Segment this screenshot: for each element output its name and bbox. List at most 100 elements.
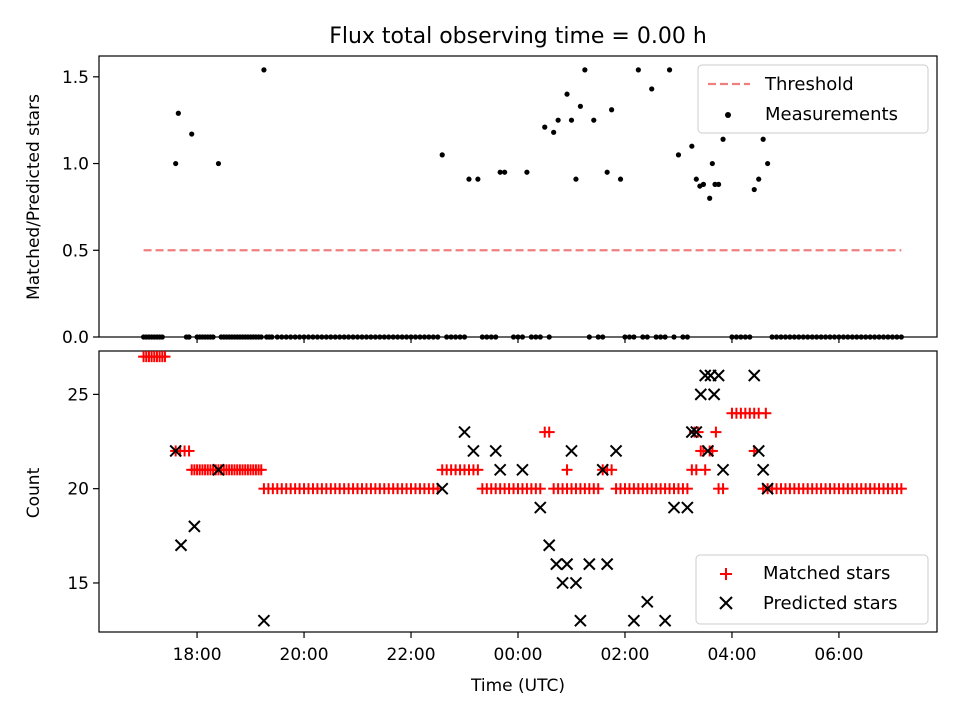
measurement-point <box>863 334 869 340</box>
predicted-stars-legend-swatch <box>719 596 733 610</box>
measurement-point <box>386 334 392 340</box>
measurement-point <box>363 334 370 340</box>
matched-star-point <box>717 483 729 495</box>
measurement-point <box>283 334 289 340</box>
predicted-star-point <box>436 482 449 495</box>
measurement-point <box>796 334 802 340</box>
predicted-star-point <box>752 444 765 458</box>
measurement-point <box>288 334 294 340</box>
predicted-star-point <box>583 557 596 571</box>
top-y-tick-label: 0.5 <box>62 241 89 261</box>
measurement-point <box>528 334 534 340</box>
threshold-legend-label: Threshold <box>764 74 854 95</box>
predicted-star-point <box>685 425 699 439</box>
measurement-point <box>756 176 762 182</box>
measurement-point <box>885 334 891 340</box>
matched-star-point <box>692 426 704 438</box>
measurement-point <box>582 67 588 73</box>
measurement-point <box>412 334 419 340</box>
predicted-star-point <box>658 614 672 627</box>
measurement-point <box>707 195 713 201</box>
measurement-point <box>395 334 401 340</box>
matched-star-point <box>710 426 722 438</box>
measurement-point <box>765 160 771 167</box>
measurement-point <box>314 334 321 340</box>
measurement-point <box>533 334 539 340</box>
bottom-x-tick-label: 22:00 <box>387 645 436 665</box>
measurement-point <box>439 152 445 158</box>
measurement-point <box>368 334 374 340</box>
predicted-star-point <box>169 444 182 458</box>
x-axis-label: Time (UTC) <box>470 676 565 696</box>
predicted-stars-points <box>169 369 774 627</box>
measurement-point <box>805 334 811 340</box>
measurement-point <box>622 334 628 340</box>
measurement-point <box>305 334 312 340</box>
measurement-point <box>898 334 904 340</box>
measurement-point <box>738 334 744 340</box>
predicted-star-point <box>212 463 225 477</box>
bottom-y-tick-label: 20 <box>67 480 89 500</box>
bottom-x-axis: 18:00 20:00 22:00 00:00 02:00 04:00 06:00 <box>173 632 863 665</box>
measurement-point <box>488 334 494 340</box>
top-chart-title: Flux total observing time = 0.00 h <box>329 24 707 49</box>
measurement-point <box>346 334 352 340</box>
bottom-x-tick-label: 18:00 <box>173 645 222 665</box>
measurement-point <box>617 176 624 182</box>
measurement-point <box>604 169 610 175</box>
top-y-axis-label: Matched/Predicted stars <box>24 94 44 300</box>
measurement-point <box>782 334 789 340</box>
measurement-point <box>390 334 396 340</box>
measurement-point <box>319 334 325 340</box>
bottom-y-tick-label: 15 <box>67 574 89 594</box>
measurement-point <box>729 334 735 340</box>
measurement-point <box>403 334 410 340</box>
measurement-point <box>577 103 584 109</box>
measurement-point <box>261 67 267 73</box>
matched-star-point <box>183 445 195 457</box>
bottom-x-tick-label: 04:00 <box>707 645 756 665</box>
predicted-star-point <box>641 595 654 609</box>
measurement-point <box>426 334 432 340</box>
measurement-point <box>159 334 165 340</box>
predicted-star-point <box>556 576 569 590</box>
predicted-star-point <box>681 501 694 514</box>
measurement-point <box>381 334 387 340</box>
measurement-point <box>849 334 855 340</box>
measurement-point <box>773 334 780 340</box>
measurement-point <box>430 334 436 340</box>
measurement-point <box>189 131 195 137</box>
measurement-point <box>332 334 338 340</box>
measurement-point <box>586 334 592 340</box>
predicted-star-point <box>627 614 641 627</box>
measurement-point <box>354 334 361 340</box>
measurement-point <box>323 334 329 340</box>
predicted-star-point <box>542 539 556 552</box>
measurement-point <box>822 334 829 340</box>
measurement-point <box>296 334 303 340</box>
matched-stars-points <box>138 351 907 495</box>
measurement-point <box>894 334 900 340</box>
predicted-star-point <box>550 557 563 571</box>
measurement-point <box>700 181 707 187</box>
matched-star-point <box>606 464 618 476</box>
measurement-point <box>408 334 414 340</box>
matched-star-point <box>159 351 171 363</box>
top-y-tick-label: 0.0 <box>62 328 89 348</box>
top-plot-area: 0.0 0.5 1.0 1.5 <box>62 55 938 348</box>
measurement-point <box>709 160 715 167</box>
measurement-point <box>693 176 699 182</box>
measurement-point <box>876 334 882 340</box>
measurement-point <box>461 334 468 340</box>
measurement-point <box>840 334 846 340</box>
measurement-point <box>831 334 838 340</box>
measurement-point <box>186 334 192 340</box>
predicted-star-point <box>716 463 730 477</box>
measurement-point <box>359 334 365 340</box>
measurement-point <box>510 334 517 340</box>
predicted-star-point <box>600 557 614 571</box>
predicted-star-point <box>489 444 502 458</box>
measurement-point <box>372 334 378 340</box>
top-legend: Threshold Measurements <box>697 64 929 134</box>
